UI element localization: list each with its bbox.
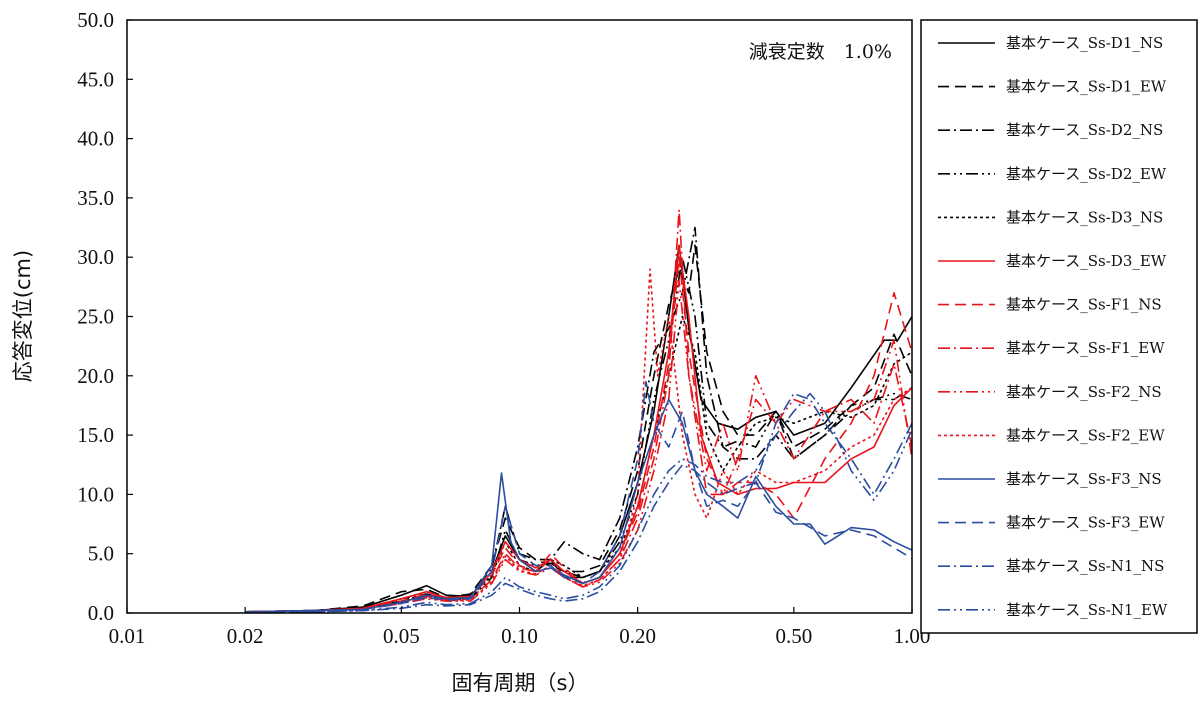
y-tick-label: 30.0 — [77, 245, 114, 269]
legend-entry: 基本ケース_Ss-D1_EW — [1006, 78, 1167, 96]
legend-entry: 基本ケース_Ss-N1_NS — [1006, 557, 1164, 575]
legend-entry: 基本ケース_Ss-D3_EW — [1006, 252, 1167, 270]
legend-entry: 基本ケース_Ss-N1_EW — [1006, 601, 1168, 619]
legend-entry: 基本ケース_Ss-F3_EW — [1006, 514, 1165, 532]
y-axis-label: 応答変位(cm) — [11, 250, 35, 382]
series-line — [245, 244, 912, 613]
legend-entry: 基本ケース_Ss-D3_NS — [1006, 208, 1163, 226]
series-line — [245, 380, 912, 613]
x-tick-label: 0.50 — [775, 624, 812, 648]
y-tick-label: 40.0 — [77, 127, 114, 151]
legend-entry: 基本ケース_Ss-F1_NS — [1006, 296, 1162, 314]
series-line — [245, 392, 912, 613]
series-line — [245, 268, 912, 613]
x-tick-label: 0.05 — [383, 624, 420, 648]
x-tick-label: 0.02 — [227, 624, 264, 648]
legend-entry: 基本ケース_Ss-F2_EW — [1006, 426, 1165, 444]
y-tick-label: 0.0 — [88, 601, 114, 625]
legend-entry: 基本ケース_Ss-D2_EW — [1006, 165, 1167, 183]
y-tick-label: 25.0 — [77, 305, 114, 329]
legend-entry: 基本ケース_Ss-F2_NS — [1006, 383, 1162, 401]
tick-layer: 0.01 0.02 0.05 0.10 0.20 0.50 1.000.05.010.015… — [77, 8, 930, 648]
y-tick-label: 5.0 — [88, 542, 114, 566]
x-tick-label: 0.20 — [619, 624, 656, 648]
legend: 基本ケース_Ss-D1_NS 基本ケース_Ss-D1_EW 基本ケース_Ss-D2_… — [938, 34, 1168, 619]
x-tick-label: 0.10 — [501, 624, 538, 648]
legend-entry: 基本ケース_Ss-D1_NS — [1006, 34, 1163, 52]
y-tick-label: 50.0 — [77, 8, 114, 32]
legend-entry: 基本ケース_Ss-F1_EW — [1006, 339, 1165, 357]
damping-annotation: 減衰定数 1.0% — [749, 41, 892, 63]
legend-entry: 基本ケース_Ss-D2_NS — [1006, 121, 1163, 139]
y-tick-label: 20.0 — [77, 364, 114, 388]
y-tick-label: 45.0 — [77, 67, 114, 91]
legend-entry: 基本ケース_Ss-F3_NS — [1006, 470, 1162, 488]
y-tick-label: 10.0 — [77, 482, 114, 506]
x-tick-label: 0.01 — [109, 624, 146, 648]
series-layer — [245, 209, 912, 613]
x-axis-label: 固有周期（s） — [452, 671, 589, 695]
y-tick-label: 15.0 — [77, 423, 114, 447]
series-line — [245, 398, 912, 613]
y-tick-label: 35.0 — [77, 186, 114, 210]
series-line — [245, 244, 912, 613]
legend-box — [920, 19, 1198, 634]
